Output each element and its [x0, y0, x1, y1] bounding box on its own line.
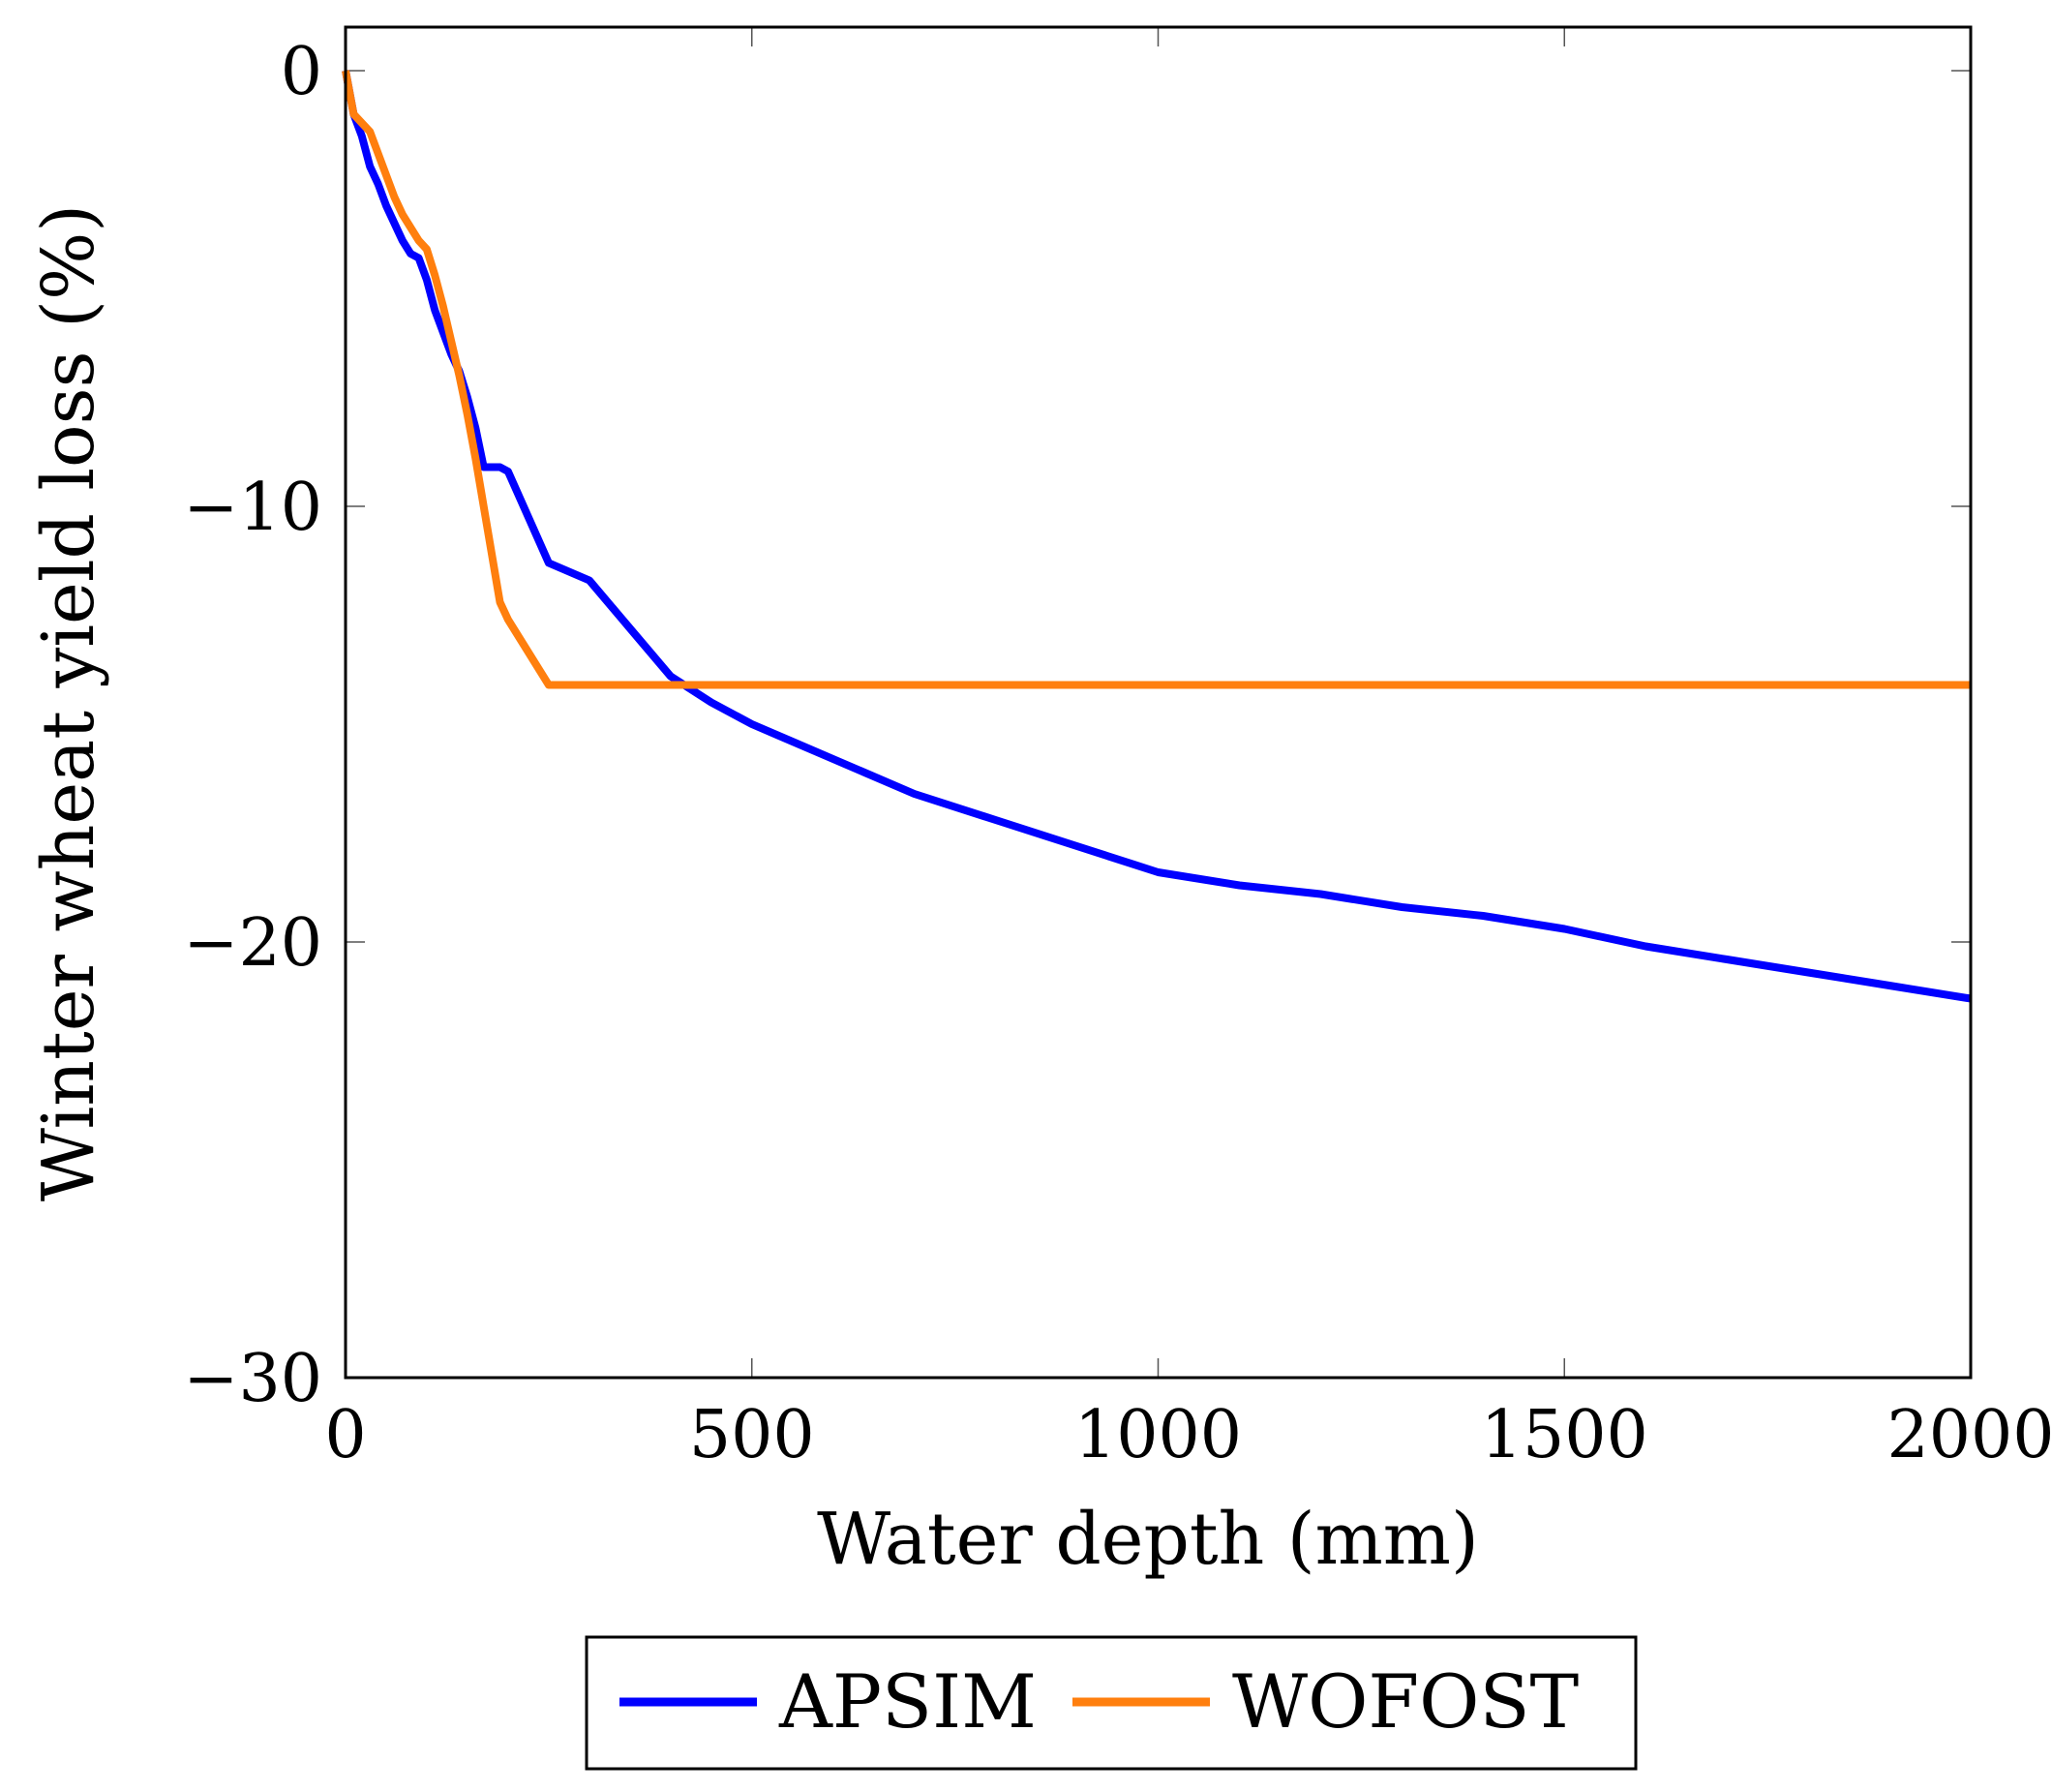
legend-label-apsim: APSIM: [778, 1658, 1037, 1745]
y-tick-label: 0: [281, 34, 322, 110]
x-tick-label: 1000: [1074, 1397, 1242, 1473]
y-axis-label: Winter wheat yield loss (%): [27, 204, 110, 1201]
y-tick-labels: 0 −10 −20 −30: [183, 34, 322, 1417]
x-tick-labels: 0 500 1000 1500 2000: [324, 1397, 2052, 1473]
tick-marks: [345, 27, 1972, 1379]
x-tick-label: 0: [324, 1397, 366, 1473]
series-line-apsim: [342, 70, 1972, 1003]
series-line-wofost: [342, 70, 1971, 689]
y-tick-label: −20: [183, 905, 322, 982]
plot-area-frame: [344, 25, 1973, 1380]
series-lines: [342, 70, 1972, 1003]
x-tick-label: 500: [689, 1397, 815, 1473]
x-tick-label: 2000: [1886, 1397, 2052, 1473]
y-tick-label: −30: [183, 1341, 322, 1417]
legend-label-wofost: WOFOST: [1232, 1658, 1579, 1745]
legend: APSIM WOFOST: [585, 1635, 1638, 1771]
y-tick-label: −10: [183, 470, 322, 546]
x-tick-label: 1500: [1481, 1397, 1648, 1473]
x-axis-label: Water depth (mm): [817, 1498, 1479, 1581]
